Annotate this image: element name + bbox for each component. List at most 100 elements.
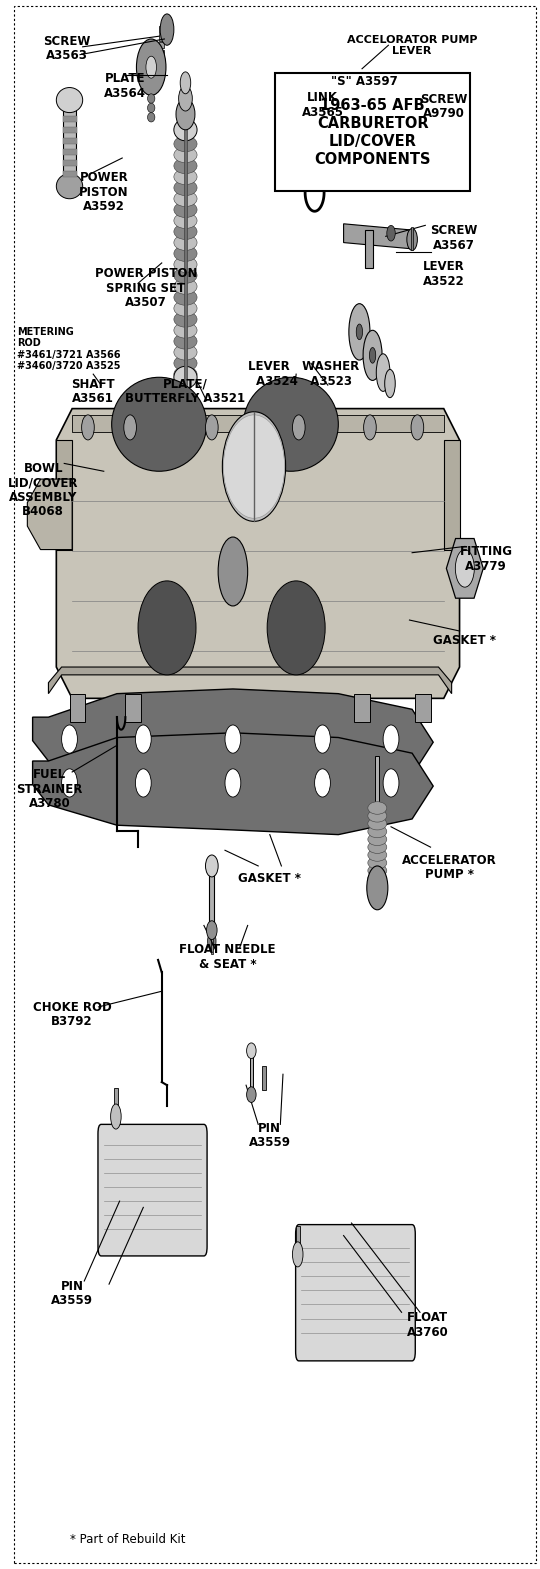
Ellipse shape <box>146 56 157 78</box>
Polygon shape <box>56 408 460 698</box>
Ellipse shape <box>368 857 387 869</box>
Bar <box>296 1227 300 1257</box>
Text: SCREW
A3563: SCREW A3563 <box>43 35 91 63</box>
Ellipse shape <box>174 366 197 381</box>
Text: GASKET *: GASKET * <box>433 634 496 646</box>
Bar <box>209 869 214 929</box>
Bar <box>262 1067 266 1090</box>
Ellipse shape <box>174 213 197 229</box>
Polygon shape <box>72 414 444 431</box>
Ellipse shape <box>174 268 197 284</box>
Polygon shape <box>343 224 412 249</box>
Text: ACCELERATOR
PUMP *: ACCELERATOR PUMP * <box>402 854 496 882</box>
Polygon shape <box>49 667 451 693</box>
Text: * Part of Rebuild Kit: * Part of Rebuild Kit <box>70 1533 185 1545</box>
Ellipse shape <box>222 411 286 521</box>
Ellipse shape <box>407 229 417 251</box>
Bar <box>354 693 370 722</box>
Ellipse shape <box>369 347 376 362</box>
Ellipse shape <box>112 377 206 471</box>
Bar <box>411 228 413 251</box>
Text: PLATE/
BUTTERFLY A3521: PLATE/ BUTTERFLY A3521 <box>125 378 246 405</box>
Ellipse shape <box>174 334 197 348</box>
Ellipse shape <box>206 921 217 940</box>
Ellipse shape <box>368 817 387 830</box>
Ellipse shape <box>62 725 77 753</box>
Bar <box>63 149 77 155</box>
Ellipse shape <box>174 191 197 207</box>
Text: POWER PISTON
SPRING SET
A3507: POWER PISTON SPRING SET A3507 <box>94 267 197 309</box>
Bar <box>275 74 470 191</box>
FancyBboxPatch shape <box>295 1225 415 1360</box>
Text: FLOAT
A3760: FLOAT A3760 <box>407 1312 449 1338</box>
Ellipse shape <box>56 88 83 113</box>
Text: PIN
A3559: PIN A3559 <box>249 1122 291 1149</box>
Polygon shape <box>28 479 72 549</box>
Text: BOWL
LID/COVER
ASSEMBLY
B4068: BOWL LID/COVER ASSEMBLY B4068 <box>8 461 78 518</box>
Ellipse shape <box>174 158 197 174</box>
Ellipse shape <box>174 180 197 196</box>
Ellipse shape <box>368 841 387 854</box>
Ellipse shape <box>207 932 216 951</box>
Bar <box>63 127 77 133</box>
Bar <box>63 138 77 144</box>
Text: SCREW
A3567: SCREW A3567 <box>430 224 478 251</box>
Ellipse shape <box>137 39 166 96</box>
Ellipse shape <box>136 725 151 753</box>
Ellipse shape <box>368 872 387 885</box>
Text: CHOKE ROD
B3792: CHOKE ROD B3792 <box>33 1001 112 1029</box>
Ellipse shape <box>174 344 197 359</box>
Ellipse shape <box>367 866 388 910</box>
Ellipse shape <box>111 1105 121 1130</box>
Bar <box>70 693 85 722</box>
Ellipse shape <box>315 769 330 797</box>
Text: LEVER
A3522: LEVER A3522 <box>423 260 464 287</box>
Ellipse shape <box>247 1087 256 1103</box>
Ellipse shape <box>174 169 197 185</box>
Text: 1963-65 AFB
CARBURETOR
LID/COVER
COMPONENTS: 1963-65 AFB CARBURETOR LID/COVER COMPONE… <box>314 97 431 166</box>
Ellipse shape <box>174 147 197 163</box>
Ellipse shape <box>174 355 197 370</box>
Ellipse shape <box>174 246 197 262</box>
Ellipse shape <box>368 802 387 814</box>
Ellipse shape <box>383 725 399 753</box>
Ellipse shape <box>179 86 192 111</box>
Ellipse shape <box>206 855 218 877</box>
Bar <box>63 116 77 122</box>
Bar <box>159 27 164 33</box>
Ellipse shape <box>138 581 196 675</box>
Ellipse shape <box>247 1043 256 1059</box>
Ellipse shape <box>206 414 218 439</box>
Bar <box>63 100 76 187</box>
Ellipse shape <box>411 414 424 439</box>
Ellipse shape <box>244 377 339 471</box>
Ellipse shape <box>293 1241 303 1266</box>
Ellipse shape <box>363 331 382 380</box>
Ellipse shape <box>82 414 94 439</box>
Ellipse shape <box>174 290 197 306</box>
Text: FITTING
A3779: FITTING A3779 <box>460 544 512 573</box>
Text: LINK
A3565: LINK A3565 <box>301 91 343 119</box>
Ellipse shape <box>174 137 197 152</box>
Polygon shape <box>32 733 433 835</box>
Ellipse shape <box>174 301 197 317</box>
Ellipse shape <box>174 312 197 328</box>
Polygon shape <box>444 439 460 549</box>
Ellipse shape <box>124 414 137 439</box>
Ellipse shape <box>383 769 399 797</box>
Text: METERING
ROD
#3461/3721 A3566
#3460/3720 A3525: METERING ROD #3461/3721 A3566 #3460/3720… <box>17 328 120 370</box>
Ellipse shape <box>174 257 197 273</box>
Ellipse shape <box>174 202 197 218</box>
Ellipse shape <box>363 414 376 439</box>
Ellipse shape <box>147 113 155 122</box>
Ellipse shape <box>180 72 191 94</box>
Ellipse shape <box>174 235 197 251</box>
Ellipse shape <box>315 725 330 753</box>
Bar <box>125 693 140 722</box>
Ellipse shape <box>267 581 325 675</box>
Ellipse shape <box>349 304 370 359</box>
Ellipse shape <box>174 224 197 240</box>
Polygon shape <box>447 538 483 598</box>
Ellipse shape <box>387 226 395 242</box>
Ellipse shape <box>160 14 174 46</box>
